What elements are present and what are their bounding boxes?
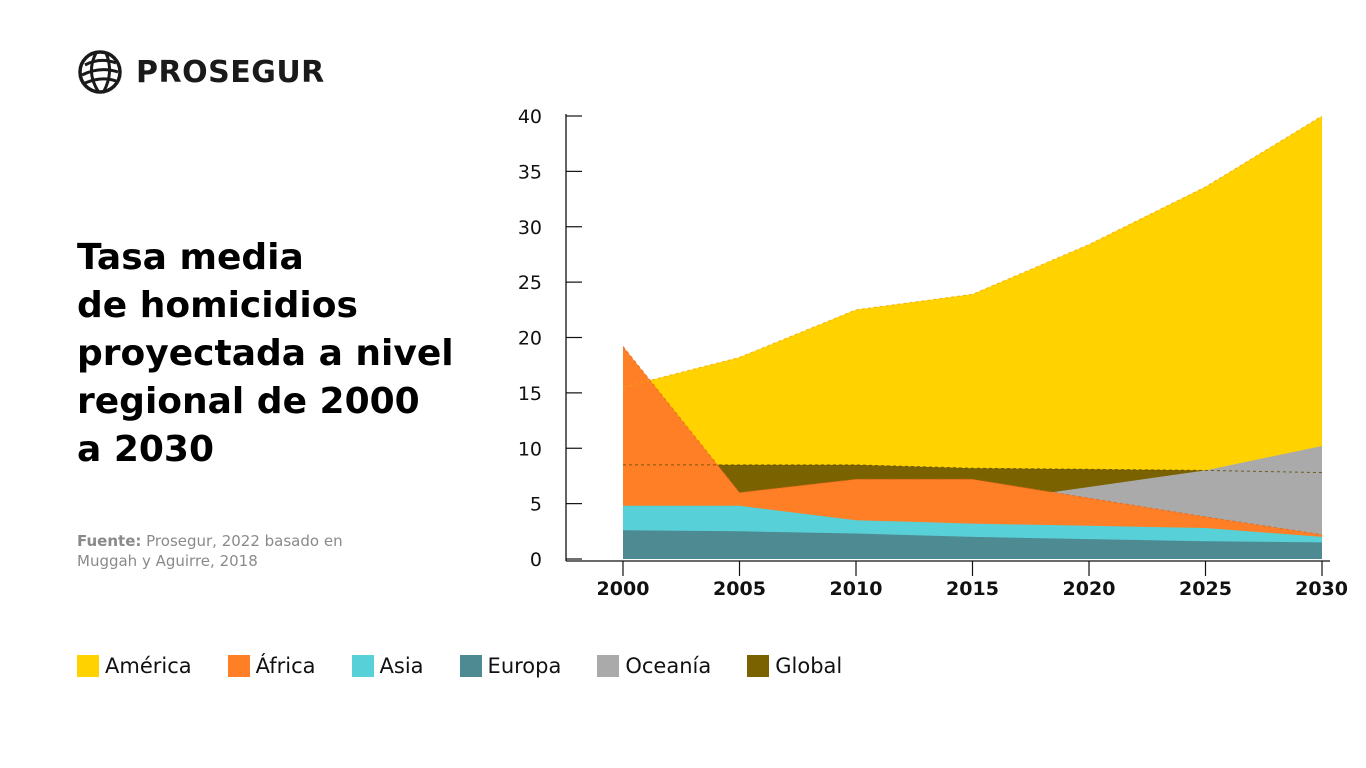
legend-label: Global — [775, 654, 843, 678]
legend-swatch — [227, 655, 250, 677]
legend-item: Global — [747, 654, 842, 678]
legend-label: Oceanía — [625, 654, 712, 678]
y-tick-label: 0 — [530, 549, 542, 571]
y-tick-label: 35 — [518, 161, 542, 183]
x-tick-label: 2025 — [1179, 578, 1232, 600]
x-tick-label: 2000 — [597, 578, 650, 600]
legend-swatch — [351, 655, 374, 677]
chart-legend: América África Asia Europa Oceanía Global — [77, 654, 842, 678]
y-tick-label: 20 — [518, 328, 542, 350]
area-áfrica — [623, 346, 1322, 559]
y-tick-label: 5 — [530, 494, 542, 516]
brand-name: PROSEGUR — [136, 54, 325, 90]
brand: PROSEGUR — [76, 48, 325, 96]
area-europa — [623, 530, 1322, 559]
legend-item: Asia — [351, 654, 424, 678]
legend-swatch — [459, 655, 482, 677]
legend-label: África — [255, 654, 316, 678]
source-text: Prosegur, 2022 basado en — [141, 532, 343, 550]
title-line: de homicidios — [77, 285, 358, 326]
x-tick-label: 2005 — [713, 578, 766, 600]
source-note: Fuente: Prosegur, 2022 basado en Muggah … — [77, 531, 343, 571]
title-line: a 2030 — [77, 429, 215, 470]
trend-line-américa — [622, 115, 1323, 388]
trend-line-global — [623, 464, 1323, 474]
globe-icon — [78, 50, 122, 94]
title-line: proyectada a nivel — [77, 333, 454, 374]
legend-label: Europa — [487, 654, 562, 678]
y-tick-label: 25 — [518, 272, 542, 294]
legend-label: América — [105, 654, 192, 678]
title-line: Tasa media — [77, 237, 304, 278]
trend-line-áfrica — [622, 346, 1323, 536]
legend-label: Asia — [379, 654, 424, 678]
legend-swatch — [747, 655, 770, 677]
source-text-2: Muggah y Aguirre, 2018 — [77, 552, 258, 570]
y-tick-label: 10 — [518, 438, 542, 460]
legend-item: Europa — [459, 654, 562, 678]
y-tick-label: 15 — [518, 383, 542, 405]
title-line: regional de 2000 — [77, 381, 420, 422]
y-tick-label: 40 — [518, 106, 542, 128]
legend-item: Oceanía — [597, 654, 711, 678]
chart-title: Tasa media de homicidios proyectada a ni… — [77, 234, 477, 474]
x-tick-label: 2015 — [946, 578, 999, 600]
x-tick-label: 2010 — [830, 578, 883, 600]
legend-swatch — [597, 655, 620, 677]
area-américa — [623, 116, 1322, 559]
source-label: Fuente: — [77, 532, 142, 550]
legend-item: África — [227, 654, 316, 678]
x-tick-label: 2020 — [1063, 578, 1116, 600]
legend-item: América — [77, 654, 192, 678]
legend-swatch — [77, 655, 99, 677]
x-tick-label: 2030 — [1295, 578, 1348, 600]
y-tick-label: 30 — [518, 217, 542, 239]
